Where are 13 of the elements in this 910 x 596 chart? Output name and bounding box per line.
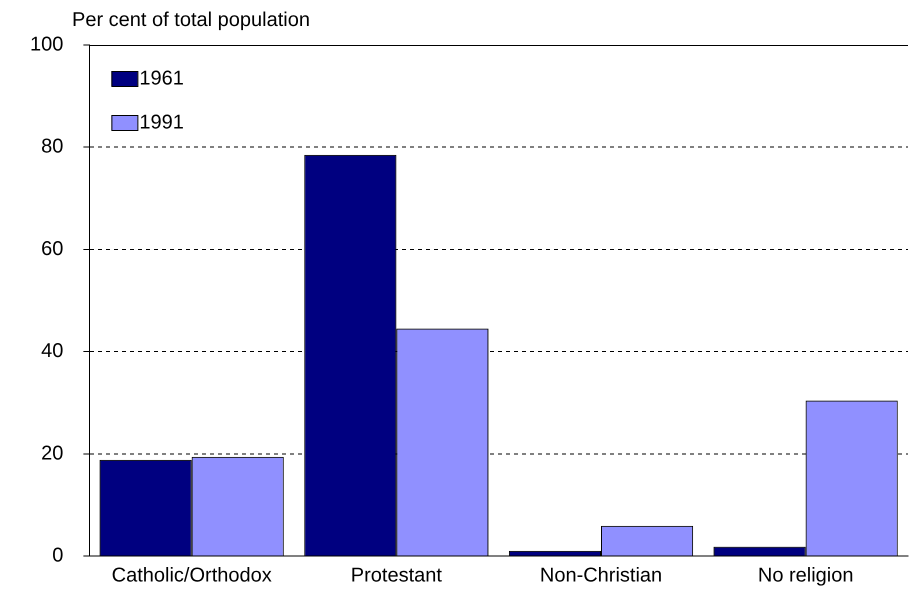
legend-label: 1991	[139, 112, 184, 134]
y-tick-label: 100	[30, 34, 64, 56]
x-tick-label: No religion	[758, 564, 854, 587]
y-tick-label: 20	[41, 442, 64, 464]
x-tick-label: Catholic/Orthodox	[112, 564, 272, 587]
y-tick-label: 60	[41, 238, 64, 260]
legend-label: 1961	[139, 68, 184, 90]
y-tick-label: 40	[41, 340, 64, 362]
x-tick-label: Protestant	[350, 564, 442, 587]
y-axis-title: Per cent of total population	[72, 9, 310, 31]
x-tick-label: Non-Christian	[540, 564, 662, 587]
y-tick-label: 80	[41, 136, 64, 158]
y-tick-label: 0	[52, 544, 64, 567]
